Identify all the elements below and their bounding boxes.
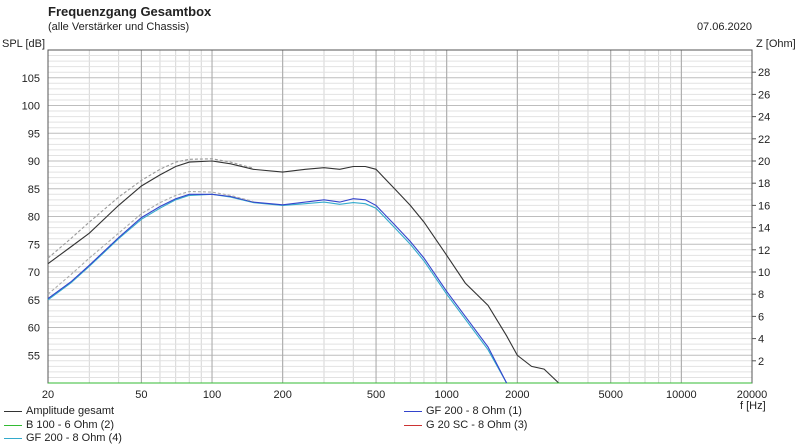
series-line [47, 158, 254, 259]
x-tick-label: 100 [203, 389, 221, 401]
x-axis-label: f [Hz] [740, 400, 766, 412]
chart-subtitle: (alle Verstärker und Chassis) [48, 21, 190, 33]
y2-tick-label: 28 [758, 67, 770, 79]
y-tick-label: 80 [28, 212, 40, 224]
chart-title: Frequenzgang Gesamtbox [48, 4, 212, 19]
y2-axis-label: Z [Ohm] [756, 38, 796, 50]
legend-label: GF 200 - 8 Ohm (1) [426, 405, 522, 417]
legend-item: B 100 - 6 Ohm (2) [4, 419, 114, 431]
legend-swatch [4, 410, 22, 412]
y-tick-label: 105 [22, 73, 40, 85]
y2-tick-label: 24 [758, 112, 770, 124]
y2-tick-label: 8 [758, 289, 764, 301]
y-axis-label: SPL [dB] [2, 38, 46, 50]
legend-swatch [404, 410, 422, 412]
legend-swatch [4, 424, 22, 426]
y-tick-label: 90 [28, 156, 40, 168]
x-tick-label: 1000 [434, 389, 458, 401]
y-tick-label: 65 [28, 295, 40, 307]
x-tick-label: 20 [42, 389, 54, 401]
series-line [47, 190, 254, 295]
y-tick-label: 55 [28, 350, 40, 362]
legend-label: GF 200 - 8 Ohm (4) [26, 432, 122, 444]
x-tick-label: 10000 [666, 389, 697, 401]
y2-tick-label: 2 [758, 356, 764, 368]
x-tick-label: 20000 [737, 389, 768, 401]
y-tick-label: 60 [28, 323, 40, 335]
legend-label: B 100 - 6 Ohm (2) [26, 419, 115, 431]
x-tick-label: 500 [367, 389, 385, 401]
y2-tick-label: 6 [758, 311, 764, 323]
y-tick-label: 75 [28, 239, 40, 251]
legend-swatch [4, 437, 22, 439]
legend-label: G 20 SC - 8 Ohm (3) [426, 419, 528, 431]
x-tick-label: 2000 [505, 389, 529, 401]
x-tick-label: 50 [135, 389, 147, 401]
y2-tick-label: 12 [758, 245, 770, 257]
series-line [47, 193, 508, 384]
x-tick-label: 200 [273, 389, 291, 401]
y-tick-label: 95 [28, 128, 40, 140]
legend-item: GF 200 - 8 Ohm (1) [404, 405, 522, 417]
y2-tick-label: 20 [758, 156, 770, 168]
y2-tick-label: 4 [758, 334, 764, 346]
series-line [47, 193, 508, 384]
y2-tick-label: 16 [758, 200, 770, 212]
legend-swatch [404, 424, 422, 426]
series-line [47, 160, 560, 384]
legend-item: G 20 SC - 8 Ohm (3) [404, 419, 527, 431]
y2-tick-label: 10 [758, 267, 770, 279]
legend-item: GF 200 - 8 Ohm (4) [4, 432, 122, 444]
legend-item: Amplitude gesamt [4, 405, 114, 417]
y-tick-label: 85 [28, 184, 40, 196]
y2-tick-label: 26 [758, 89, 770, 101]
chart-date: 07.06.2020 [696, 21, 752, 33]
y-tick-label: 100 [22, 101, 40, 113]
y2-tick-label: 18 [758, 178, 770, 190]
y2-tick-label: 14 [758, 223, 770, 235]
legend-label: Amplitude gesamt [26, 405, 115, 417]
x-tick-label: 5000 [598, 389, 622, 401]
y2-tick-label: 22 [758, 134, 770, 146]
y-tick-label: 70 [28, 267, 40, 279]
